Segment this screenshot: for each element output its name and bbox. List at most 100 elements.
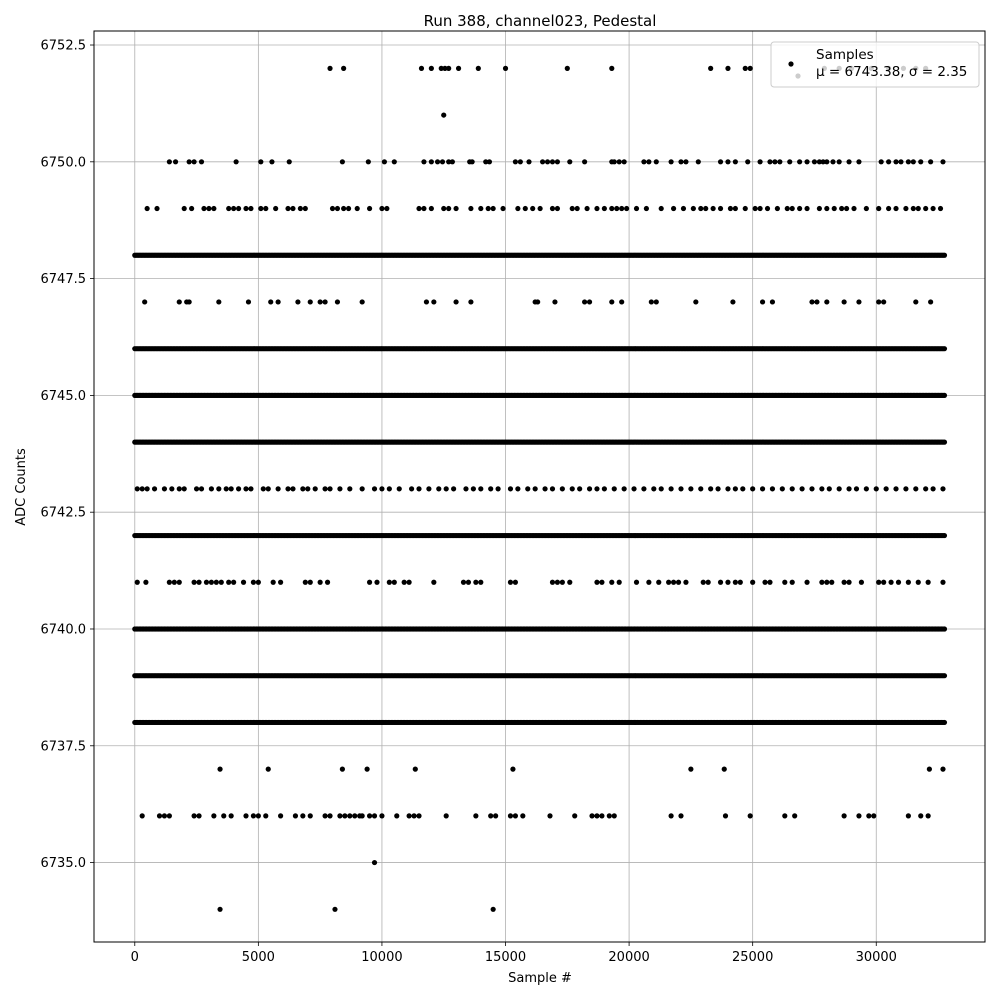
data-point	[191, 159, 197, 165]
data-point	[381, 159, 388, 165]
data-point	[134, 486, 140, 492]
data-point	[725, 159, 731, 165]
data-point	[166, 579, 172, 585]
data-point	[449, 159, 455, 165]
data-point	[473, 579, 479, 585]
data-point	[154, 205, 160, 212]
data-point	[418, 65, 425, 71]
data-point	[216, 486, 222, 492]
data-point	[470, 486, 476, 492]
data-point	[468, 205, 474, 212]
data-point	[189, 205, 195, 212]
data-point	[401, 579, 407, 585]
data-point	[594, 486, 600, 492]
data-point	[228, 813, 234, 819]
data-point	[206, 205, 212, 212]
data-point	[913, 299, 919, 305]
data-point	[478, 205, 484, 212]
data-point	[940, 579, 946, 585]
data-point	[866, 813, 872, 819]
data-point	[428, 159, 434, 165]
axis-ticks: 0 5000 10000 15000 20000 25000 300006735.06737…	[41, 39, 897, 965]
data-point	[725, 579, 731, 585]
data-point	[811, 159, 818, 165]
data-point	[483, 159, 489, 165]
data-point	[223, 486, 229, 492]
data-point	[742, 65, 748, 71]
data-point	[653, 159, 659, 165]
data-point	[442, 65, 448, 71]
data-point	[856, 299, 862, 305]
data-point	[374, 579, 380, 585]
data-point	[469, 159, 475, 165]
data-point	[633, 579, 640, 585]
data-point	[231, 579, 237, 585]
x-axis-label: Sample #	[508, 971, 572, 986]
data-point	[307, 299, 313, 305]
data-point	[305, 486, 311, 492]
data-point	[923, 486, 929, 492]
data-point	[688, 486, 694, 492]
data-point	[646, 579, 652, 585]
data-point	[928, 159, 934, 165]
data-point	[443, 486, 449, 492]
data-point	[839, 205, 845, 212]
data-point	[893, 486, 899, 492]
data-point	[486, 159, 493, 165]
data-point	[658, 486, 664, 492]
data-point	[285, 486, 291, 492]
data-point	[364, 766, 370, 772]
data-point	[176, 486, 182, 492]
data-point	[569, 205, 575, 212]
data-point	[292, 813, 299, 819]
data-point	[643, 205, 650, 212]
data-point	[549, 579, 556, 585]
data-point	[619, 299, 625, 305]
data-point	[690, 205, 696, 212]
data-point	[695, 159, 701, 165]
data-point	[416, 813, 422, 819]
data-point	[886, 159, 892, 165]
data-point	[394, 813, 400, 819]
data-point	[366, 205, 373, 212]
data-point	[416, 486, 422, 492]
data-point	[507, 813, 514, 819]
data-point	[851, 205, 857, 212]
data-point	[312, 486, 318, 492]
data-point	[161, 813, 168, 819]
data-point	[582, 159, 588, 165]
data-point	[740, 486, 746, 492]
data-point	[166, 159, 172, 165]
data-point	[317, 579, 323, 585]
data-point	[151, 486, 158, 492]
data-point	[601, 205, 607, 212]
data-point	[730, 299, 736, 305]
data-point	[327, 65, 333, 71]
data-point	[895, 579, 902, 585]
data-point	[767, 579, 773, 585]
data-point	[263, 205, 269, 212]
data-point	[226, 205, 232, 212]
data-point	[245, 299, 252, 305]
data-point	[302, 579, 308, 585]
data-point	[455, 65, 462, 71]
data-point	[586, 299, 593, 305]
data-point	[139, 486, 145, 492]
data-point	[633, 205, 640, 212]
data-point	[599, 813, 605, 819]
data-point	[910, 159, 916, 165]
data-point	[176, 579, 182, 585]
data-point	[379, 486, 385, 492]
data-point	[727, 205, 734, 212]
data-point	[769, 299, 776, 305]
data-point	[537, 205, 543, 212]
data-point	[789, 579, 795, 585]
data-point	[792, 813, 798, 819]
data-point	[721, 766, 727, 772]
data-point	[752, 205, 758, 212]
data-point	[621, 159, 627, 165]
data-point	[371, 486, 378, 492]
data-point	[300, 486, 306, 492]
